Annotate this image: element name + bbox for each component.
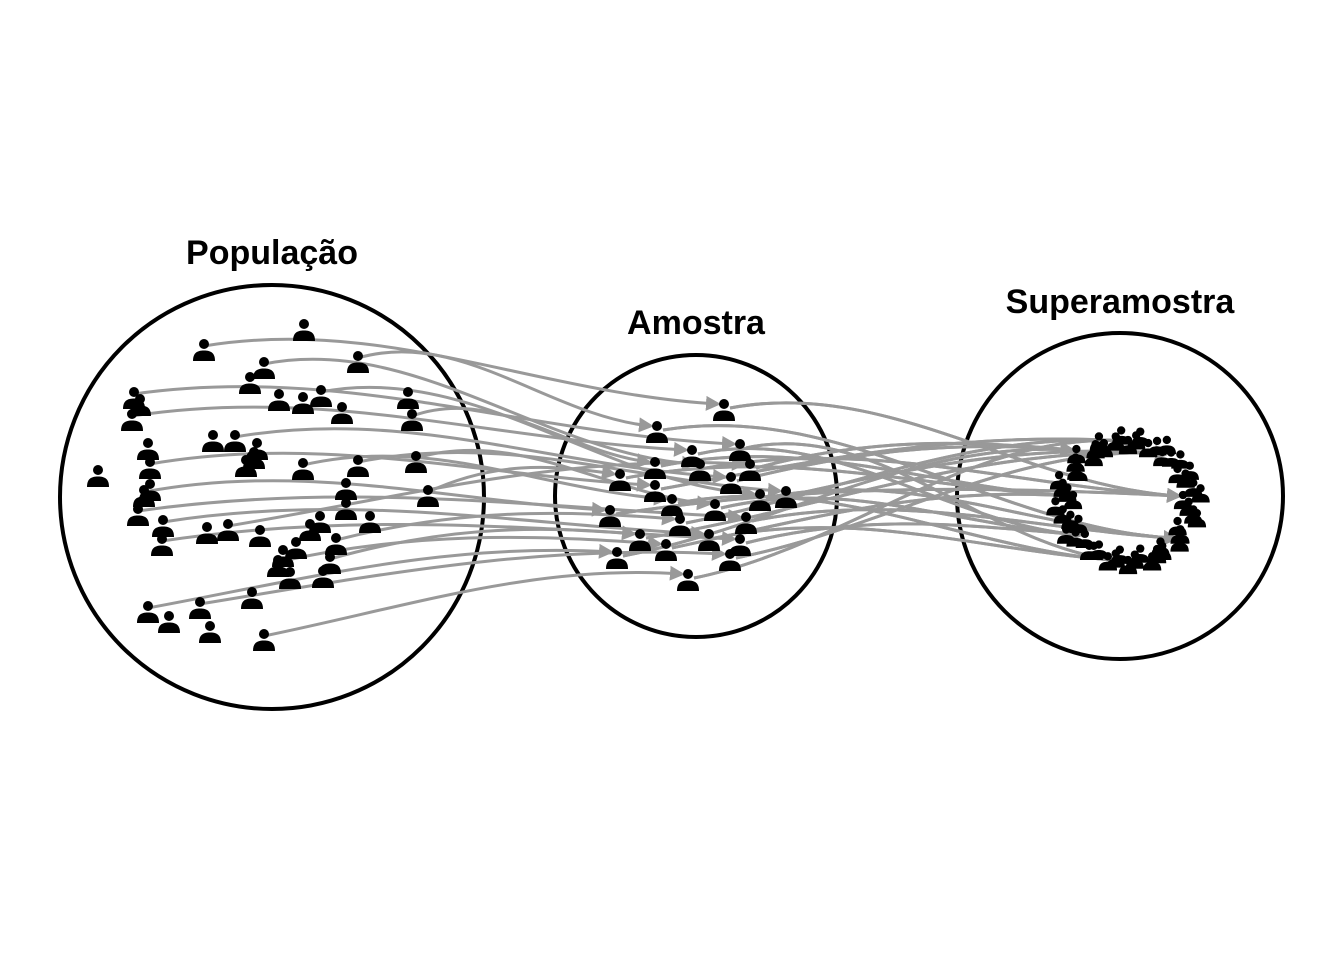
arrow-population-to-sample	[427, 464, 617, 494]
person-icon	[268, 389, 290, 411]
person-icon	[217, 519, 239, 541]
person-icon	[293, 319, 315, 341]
person-icon	[335, 478, 357, 500]
arrow-population-to-sample	[147, 543, 614, 610]
arrow-sample-to-supersample	[720, 496, 1084, 542]
person-icon	[713, 399, 735, 421]
person-icon	[137, 601, 159, 623]
arrow-population-to-sample	[329, 525, 637, 561]
arrow-sample-to-supersample	[685, 432, 1127, 525]
arrow-population-to-sample	[335, 510, 677, 542]
arrow-sample-to-supersample	[697, 447, 1084, 542]
arrow-population-to-sample	[263, 565, 685, 638]
person-icon	[158, 611, 180, 633]
person-icon	[127, 504, 149, 526]
person-icon	[253, 629, 275, 651]
person-icon	[87, 465, 109, 487]
supersample-label: Superamostra	[1006, 283, 1236, 321]
person-icon	[202, 430, 224, 452]
arrow-sample-to-supersample	[755, 441, 1076, 470]
person-icon	[152, 515, 174, 537]
person-icon	[139, 457, 161, 479]
person-icon	[319, 552, 341, 574]
arrow-population-to-sample	[149, 451, 652, 492]
person-icon	[224, 430, 246, 452]
arrow-sample-to-supersample	[677, 494, 1127, 568]
person-icon	[669, 514, 691, 536]
arrow-population-to-sample	[161, 522, 737, 546]
person-icon	[199, 621, 221, 643]
arrow-population-to-sample	[302, 454, 669, 506]
person-icon	[606, 547, 628, 569]
person-icon	[137, 438, 159, 460]
arrow-sample-to-supersample	[671, 487, 1072, 550]
person-icon	[151, 534, 173, 556]
sample-label: Amostra	[627, 304, 766, 342]
arrow-sample-to-supersample	[751, 508, 1179, 546]
person-icon	[359, 511, 381, 533]
arrow-sample-to-supersample	[729, 401, 1182, 503]
supersample-circle	[955, 331, 1285, 661]
arrow-sample-to-supersample	[622, 441, 1076, 558]
person-icon	[292, 458, 314, 480]
person-icon	[325, 533, 347, 555]
population-label: População	[186, 234, 358, 272]
person-icon	[253, 357, 275, 379]
person-icon	[677, 569, 699, 591]
arrows-population-to-sample	[131, 337, 783, 638]
arrow-sample-to-supersample	[615, 487, 1182, 516]
arrow-population-to-sample	[199, 545, 727, 606]
person-icon	[646, 421, 668, 443]
arrow-sample-to-supersample	[625, 465, 1072, 503]
person-icon	[193, 339, 215, 361]
person-icon	[655, 539, 677, 561]
arrow-population-to-sample	[137, 495, 743, 524]
arrow-sample-to-supersample	[705, 456, 1182, 503]
arrow-population-to-sample	[263, 357, 697, 471]
arrow-population-to-sample	[357, 350, 654, 433]
